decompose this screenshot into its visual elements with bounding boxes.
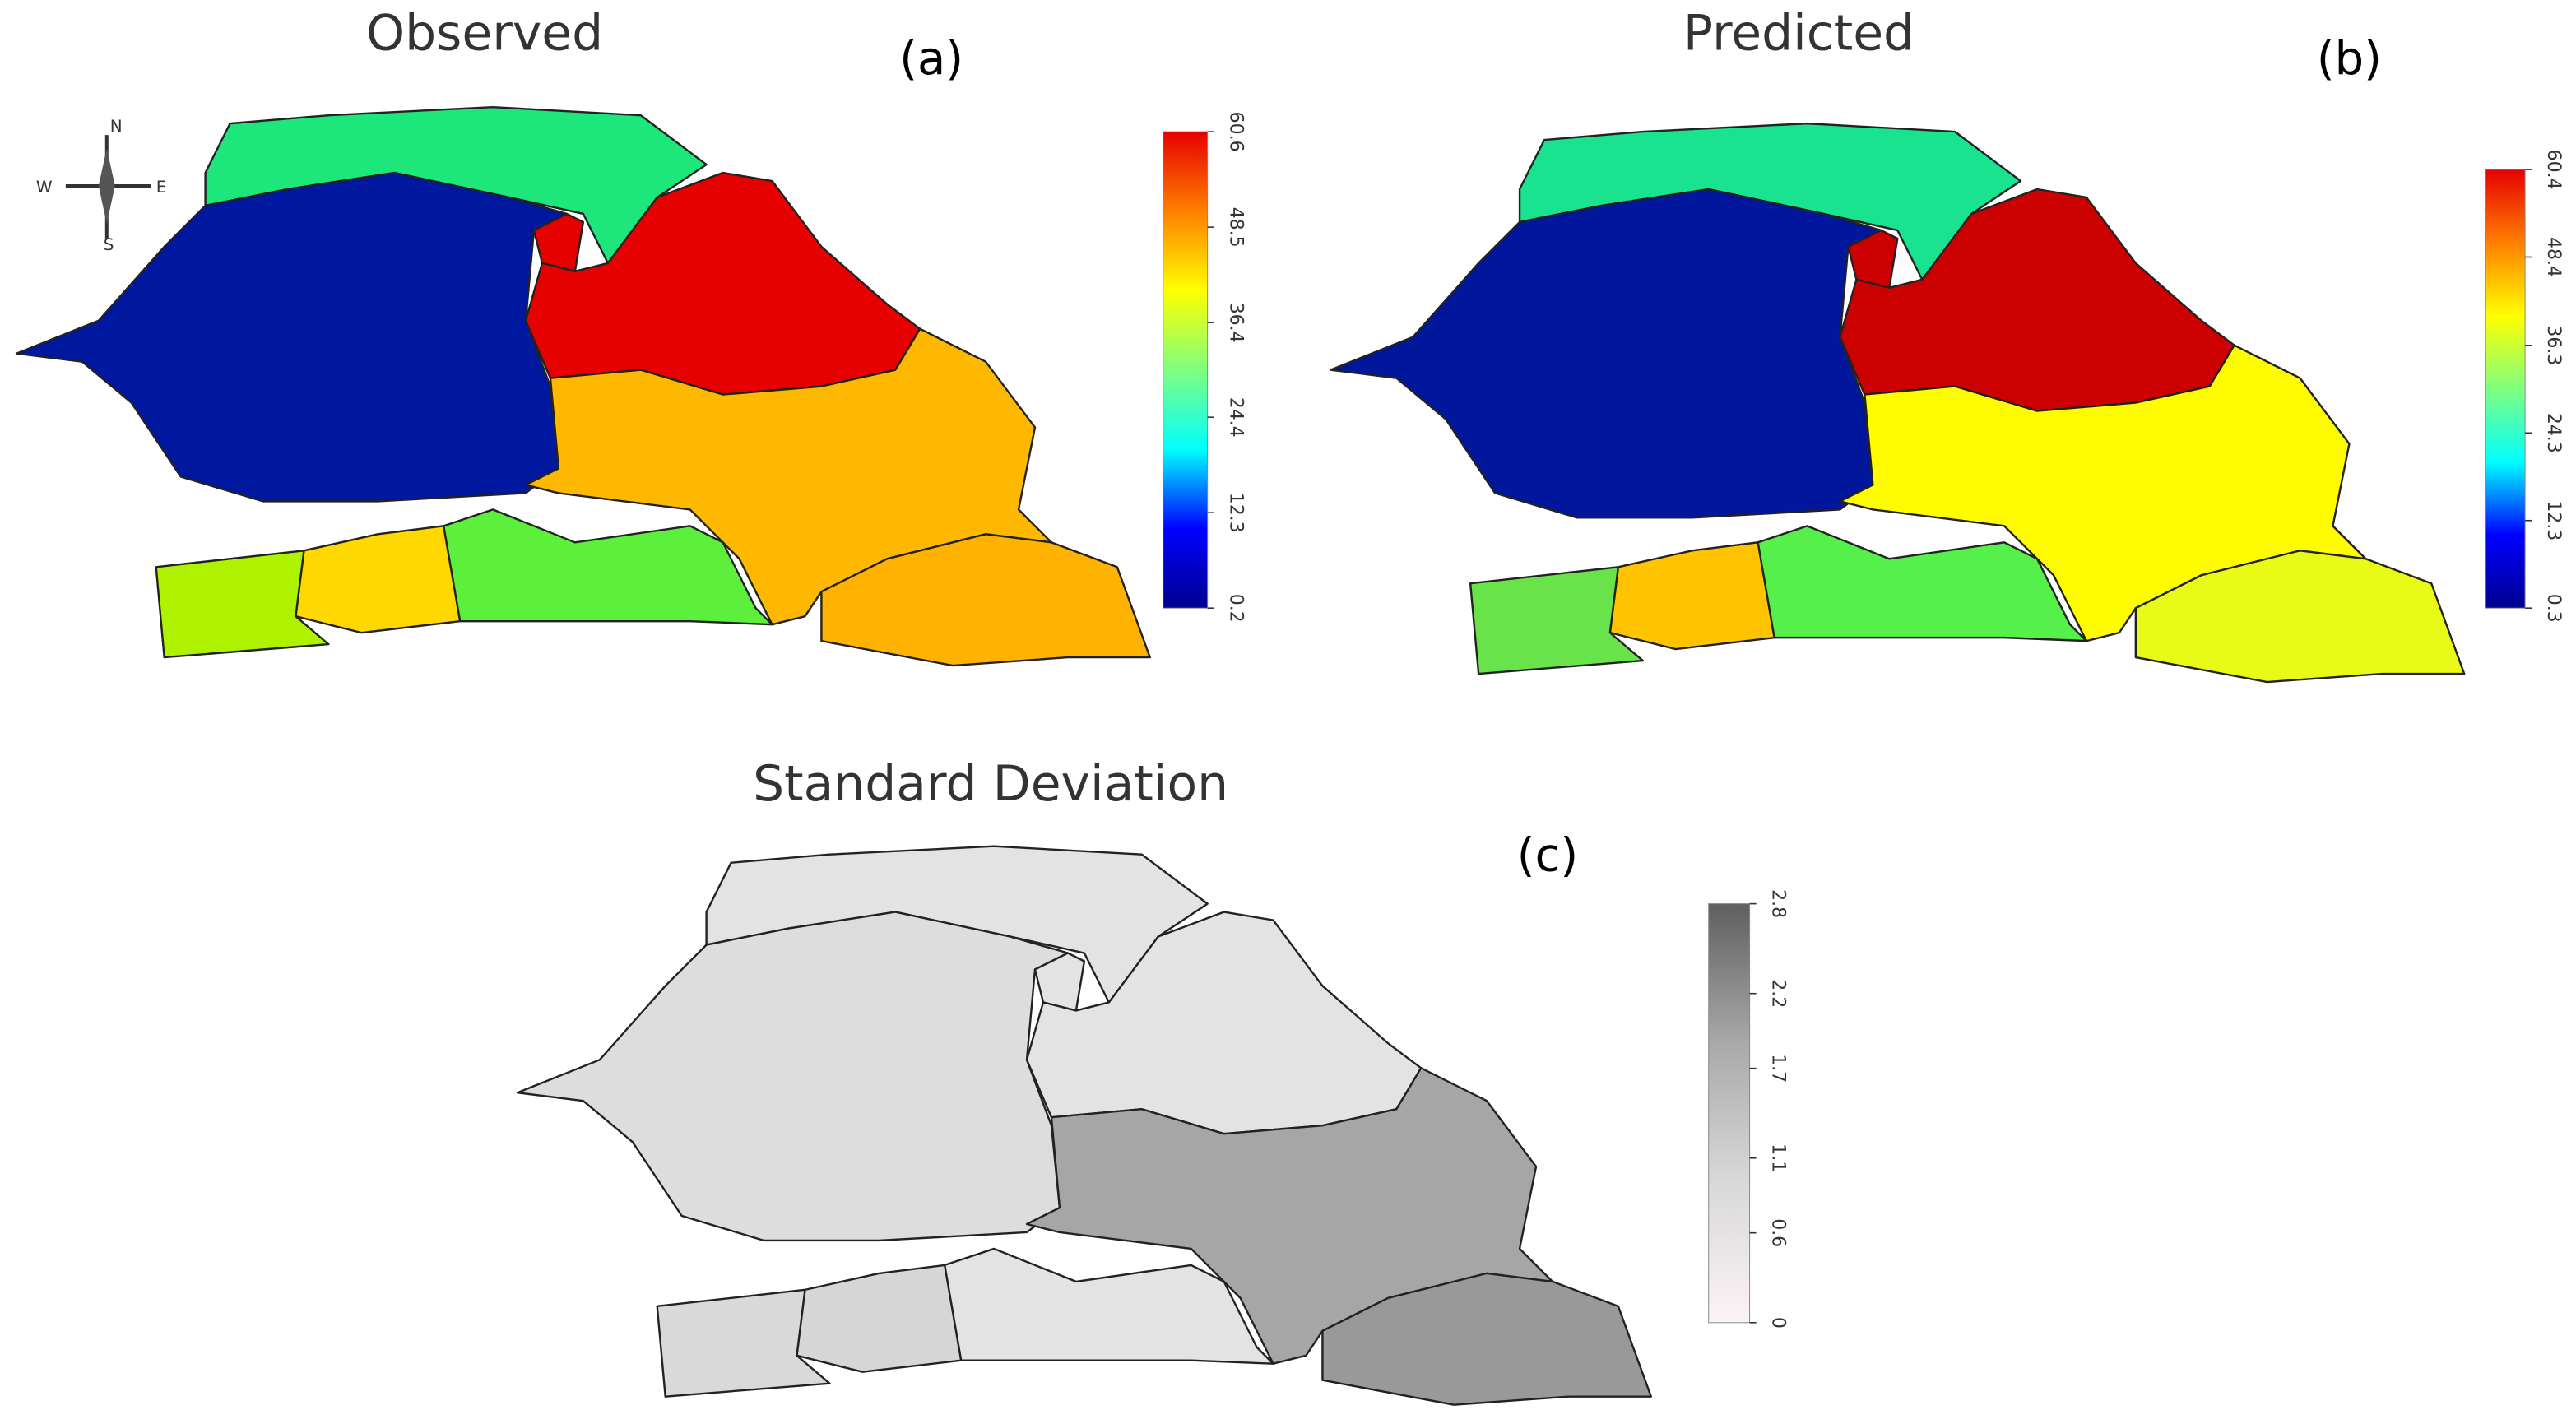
compass-w: W [36,177,53,197]
compass-s: S [104,234,114,254]
region [1847,229,1899,290]
region [1330,188,1882,519]
region [516,911,1070,1242]
region [155,550,330,659]
colorbar-tick-label: 12.3 [1226,493,1246,533]
colorbar-tick-label: 36.4 [1226,303,1246,343]
map-panel [516,845,1652,1406]
panel-label: (a) [899,32,963,86]
region [943,1247,1274,1365]
colorbar-tick-label: 0.6 [1768,1218,1789,1247]
region [295,525,462,634]
compass: N S E W [36,116,166,254]
colorbar-tick-label: 48.4 [2543,237,2564,277]
colorbar-tick-label: 2.2 [1768,979,1789,1008]
colorbar-tick-label: 48.5 [1226,207,1246,248]
panel-title: Standard Deviation [753,755,1228,813]
panel-label: (c) [1517,829,1578,883]
map-panel [1330,122,2466,684]
colorbar [1708,903,1751,1324]
colorbar-tick-label: 0.3 [2543,594,2564,623]
region [442,508,773,626]
region [1469,566,1645,675]
panel-label: (b) [2317,32,2382,86]
colorbar-tick-label: 1.1 [1768,1143,1789,1172]
compass-e: E [156,177,167,197]
region [2134,550,2466,684]
colorbar-tick-label: 1.7 [1768,1054,1789,1083]
region [1757,525,2088,642]
region [820,533,1151,667]
colorbar-tick-label: 0 [1768,1317,1789,1329]
panel-title: Observed [366,4,603,62]
compass-n: N [110,116,123,136]
map-panel [15,105,1151,667]
region [15,171,569,503]
region [1033,952,1086,1012]
region [1608,541,1775,651]
colorbar [2485,169,2526,609]
region [1321,1272,1652,1406]
colorbar-tick-label: 2.8 [1768,889,1789,918]
colorbar-tick-label: 12.3 [2543,500,2564,540]
colorbar-tick-label: 60.4 [2543,150,2564,190]
region [656,1288,831,1398]
region [796,1264,963,1373]
colorbar-tick-label: 60.6 [1226,112,1246,152]
colorbar-tick-label: 24.4 [1226,397,1246,438]
region [532,212,585,273]
panel-title: Predicted [1683,4,1915,62]
colorbar-tick-label: 0.2 [1226,594,1246,623]
colorbar-tick-label: 24.3 [2543,413,2564,453]
colorbar [1163,131,1209,609]
colorbar-tick-label: 36.3 [2543,325,2564,365]
